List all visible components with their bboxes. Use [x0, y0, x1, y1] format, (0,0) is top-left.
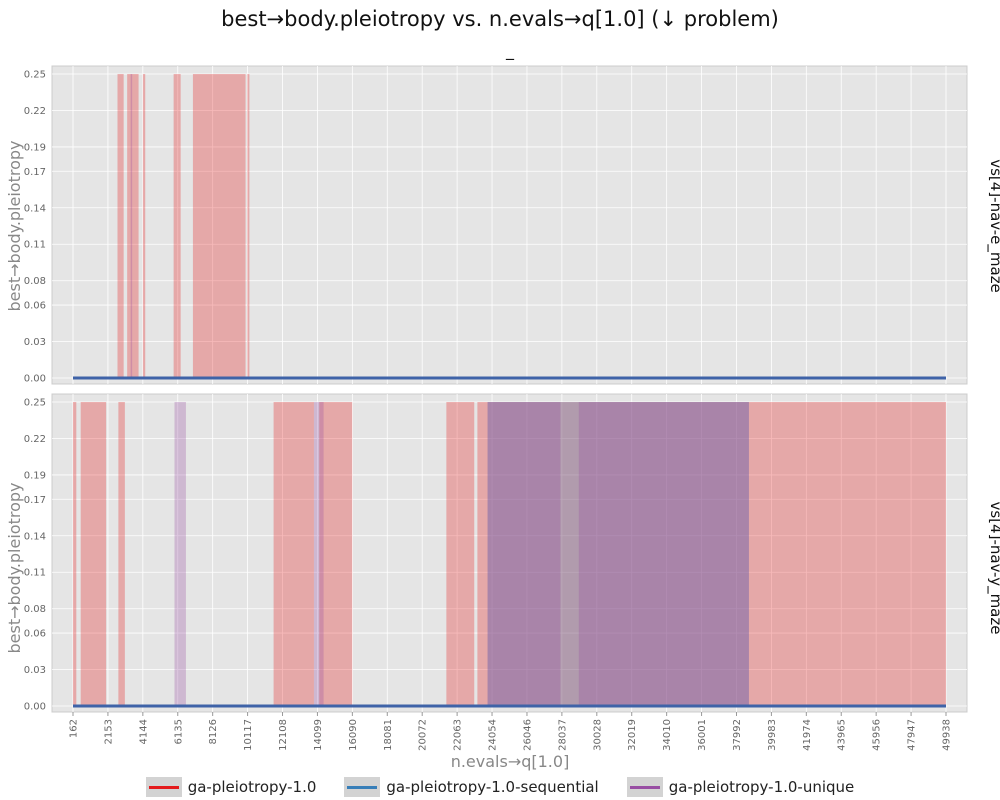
area-band-ga-pleiotropy-1.0-unique: [130, 74, 133, 378]
panel-background: [51, 65, 968, 385]
y-tick-label: 0.06: [24, 629, 46, 640]
legend-swatch-red: [145, 777, 182, 797]
legend-swatch-purple: [626, 777, 663, 797]
area-band-ga-pleiotropy-1.0: [117, 74, 124, 378]
x-tick-label: 36001: [697, 719, 708, 751]
legend-item-sequential: ga-pleiotropy-1.0-sequential: [344, 777, 599, 797]
x-tick-label: 16090: [348, 719, 359, 751]
legend-label-sequential: ga-pleiotropy-1.0-sequential: [386, 778, 599, 796]
x-tick-label: 4144: [138, 719, 149, 744]
y-tick-label: 0.19: [24, 470, 46, 481]
y-tick-label: 0.14: [24, 531, 46, 542]
x-tick-label: 47947: [907, 719, 918, 751]
facet-panel-e-maze: 0.00 0.03 0.06 0.08 0.11 0.14 0.17 0.19 0.22 0.25: [24, 65, 968, 385]
x-tick-label: 162: [69, 719, 80, 738]
x-tick-label: 20072: [418, 719, 429, 751]
x-tick-label: 30028: [592, 719, 603, 751]
y-tick-label: 0.22: [24, 106, 46, 117]
x-tick-label: 32019: [627, 719, 638, 751]
panel-background: [51, 393, 968, 713]
y-tick-label: 0.14: [24, 203, 46, 214]
facet-label-y-maze: vs[4]-nav-y_maze: [986, 502, 1000, 635]
area-band-ga-pleiotropy-1.0: [247, 74, 250, 378]
area-band-ga-pleiotropy-1.0: [446, 402, 475, 706]
x-tick-label: 2153: [103, 719, 114, 744]
area-band-ga-pleiotropy-1.0: [80, 402, 107, 706]
area-band-ga-pleiotropy-1.0-sequential: [487, 402, 749, 706]
legend-label-unique: ga-pleiotropy-1.0-unique: [668, 778, 855, 796]
chart-title: best→body.pleiotropy vs. n.evals→q[1.0] …: [221, 7, 779, 31]
y-tick-label: 0.00: [24, 702, 46, 713]
y-tick-label: 0.11: [24, 240, 46, 251]
legend-item-base: ga-pleiotropy-1.0: [145, 777, 317, 797]
y-tick-label: 0.08: [24, 604, 46, 615]
y-tick-label: 0.25: [24, 398, 46, 409]
area-band-ga-pleiotropy-1.0: [319, 402, 353, 706]
facet-panel-y-maze: 0.00 0.03 0.06 0.08 0.11 0.14 0.17 0.19 0.22 0.25: [24, 393, 968, 713]
y-axis-title-top: best→body.pleiotropy: [5, 141, 24, 312]
x-tick-label: 43965: [837, 719, 848, 751]
area-band-ga-pleiotropy-1.0: [118, 402, 125, 706]
x-tick-label: 49938: [942, 719, 953, 751]
area-band-ga-pleiotropy-1.0: [73, 402, 77, 706]
y-tick-label: 0.19: [24, 142, 46, 153]
chart-subtitle: _: [505, 41, 515, 61]
legend-item-unique: ga-pleiotropy-1.0-unique: [626, 777, 855, 797]
chart: best→body.pleiotropy vs. n.evals→q[1.0] …: [5, 7, 1000, 771]
y-tick-label: 0.11: [24, 568, 46, 579]
x-tick-label: 24054: [488, 719, 499, 751]
x-axis-title: n.evals→q[1.0]: [451, 752, 570, 771]
y-tick-label: 0.06: [24, 301, 46, 312]
area-band-ga-pleiotropy-1.0-unique: [487, 402, 561, 706]
x-tick-label: 26046: [522, 719, 533, 751]
x-tick-label: 18081: [383, 719, 394, 751]
y-tick-label: 0.17: [24, 167, 46, 178]
x-tick-label: 34010: [662, 719, 673, 751]
y-axis-title-bottom: best→body.pleiotropy: [5, 483, 24, 654]
x-tick-label: 14099: [313, 719, 324, 751]
area-band-ga-pleiotropy-1.0: [127, 74, 139, 378]
facet-label-e-maze: vs[4]-nav-e_maze: [986, 159, 1000, 293]
legend: ga-pleiotropy-1.0 ga-pleiotropy-1.0-sequ…: [0, 774, 1000, 800]
x-tick-label: 45956: [872, 719, 883, 751]
area-band-ga-pleiotropy-1.0-unique: [313, 402, 324, 706]
legend-swatch-blue: [344, 777, 381, 797]
area-band-ga-pleiotropy-1.0-unique: [578, 402, 749, 706]
x-tick-label: 10117: [243, 719, 254, 751]
area-band-ga-pleiotropy-1.0: [142, 74, 146, 378]
y-tick-label: 0.00: [24, 374, 46, 385]
x-tick-label: 28037: [557, 719, 568, 751]
x-tick-label: 12108: [278, 719, 289, 751]
x-tick-label: 8126: [208, 719, 219, 744]
x-tick-label: 39983: [767, 719, 778, 751]
legend-label-base: ga-pleiotropy-1.0: [187, 778, 317, 796]
y-tick-label: 0.03: [24, 337, 46, 348]
area-band-ga-pleiotropy-1.0-unique: [174, 402, 186, 706]
y-tick-label: 0.22: [24, 434, 46, 445]
area-band-ga-pleiotropy-1.0: [273, 402, 314, 706]
x-axis-ticks: 162 2153 4144 6135 8126 10117 12108 14099 16090 1…: [69, 712, 953, 751]
x-tick-label: 22063: [453, 719, 464, 751]
x-tick-label: 6135: [173, 719, 184, 744]
x-tick-label: 41974: [802, 719, 813, 751]
area-band-ga-pleiotropy-1.0: [477, 402, 946, 706]
x-tick-label: 37992: [732, 719, 743, 751]
area-band-ga-pleiotropy-1.0: [173, 74, 181, 378]
y-tick-label: 0.03: [24, 665, 46, 676]
area-band-ga-pleiotropy-1.0: [192, 74, 246, 378]
y-tick-label: 0.08: [24, 276, 46, 287]
y-tick-label: 0.17: [24, 495, 46, 506]
y-tick-label: 0.25: [24, 70, 46, 81]
